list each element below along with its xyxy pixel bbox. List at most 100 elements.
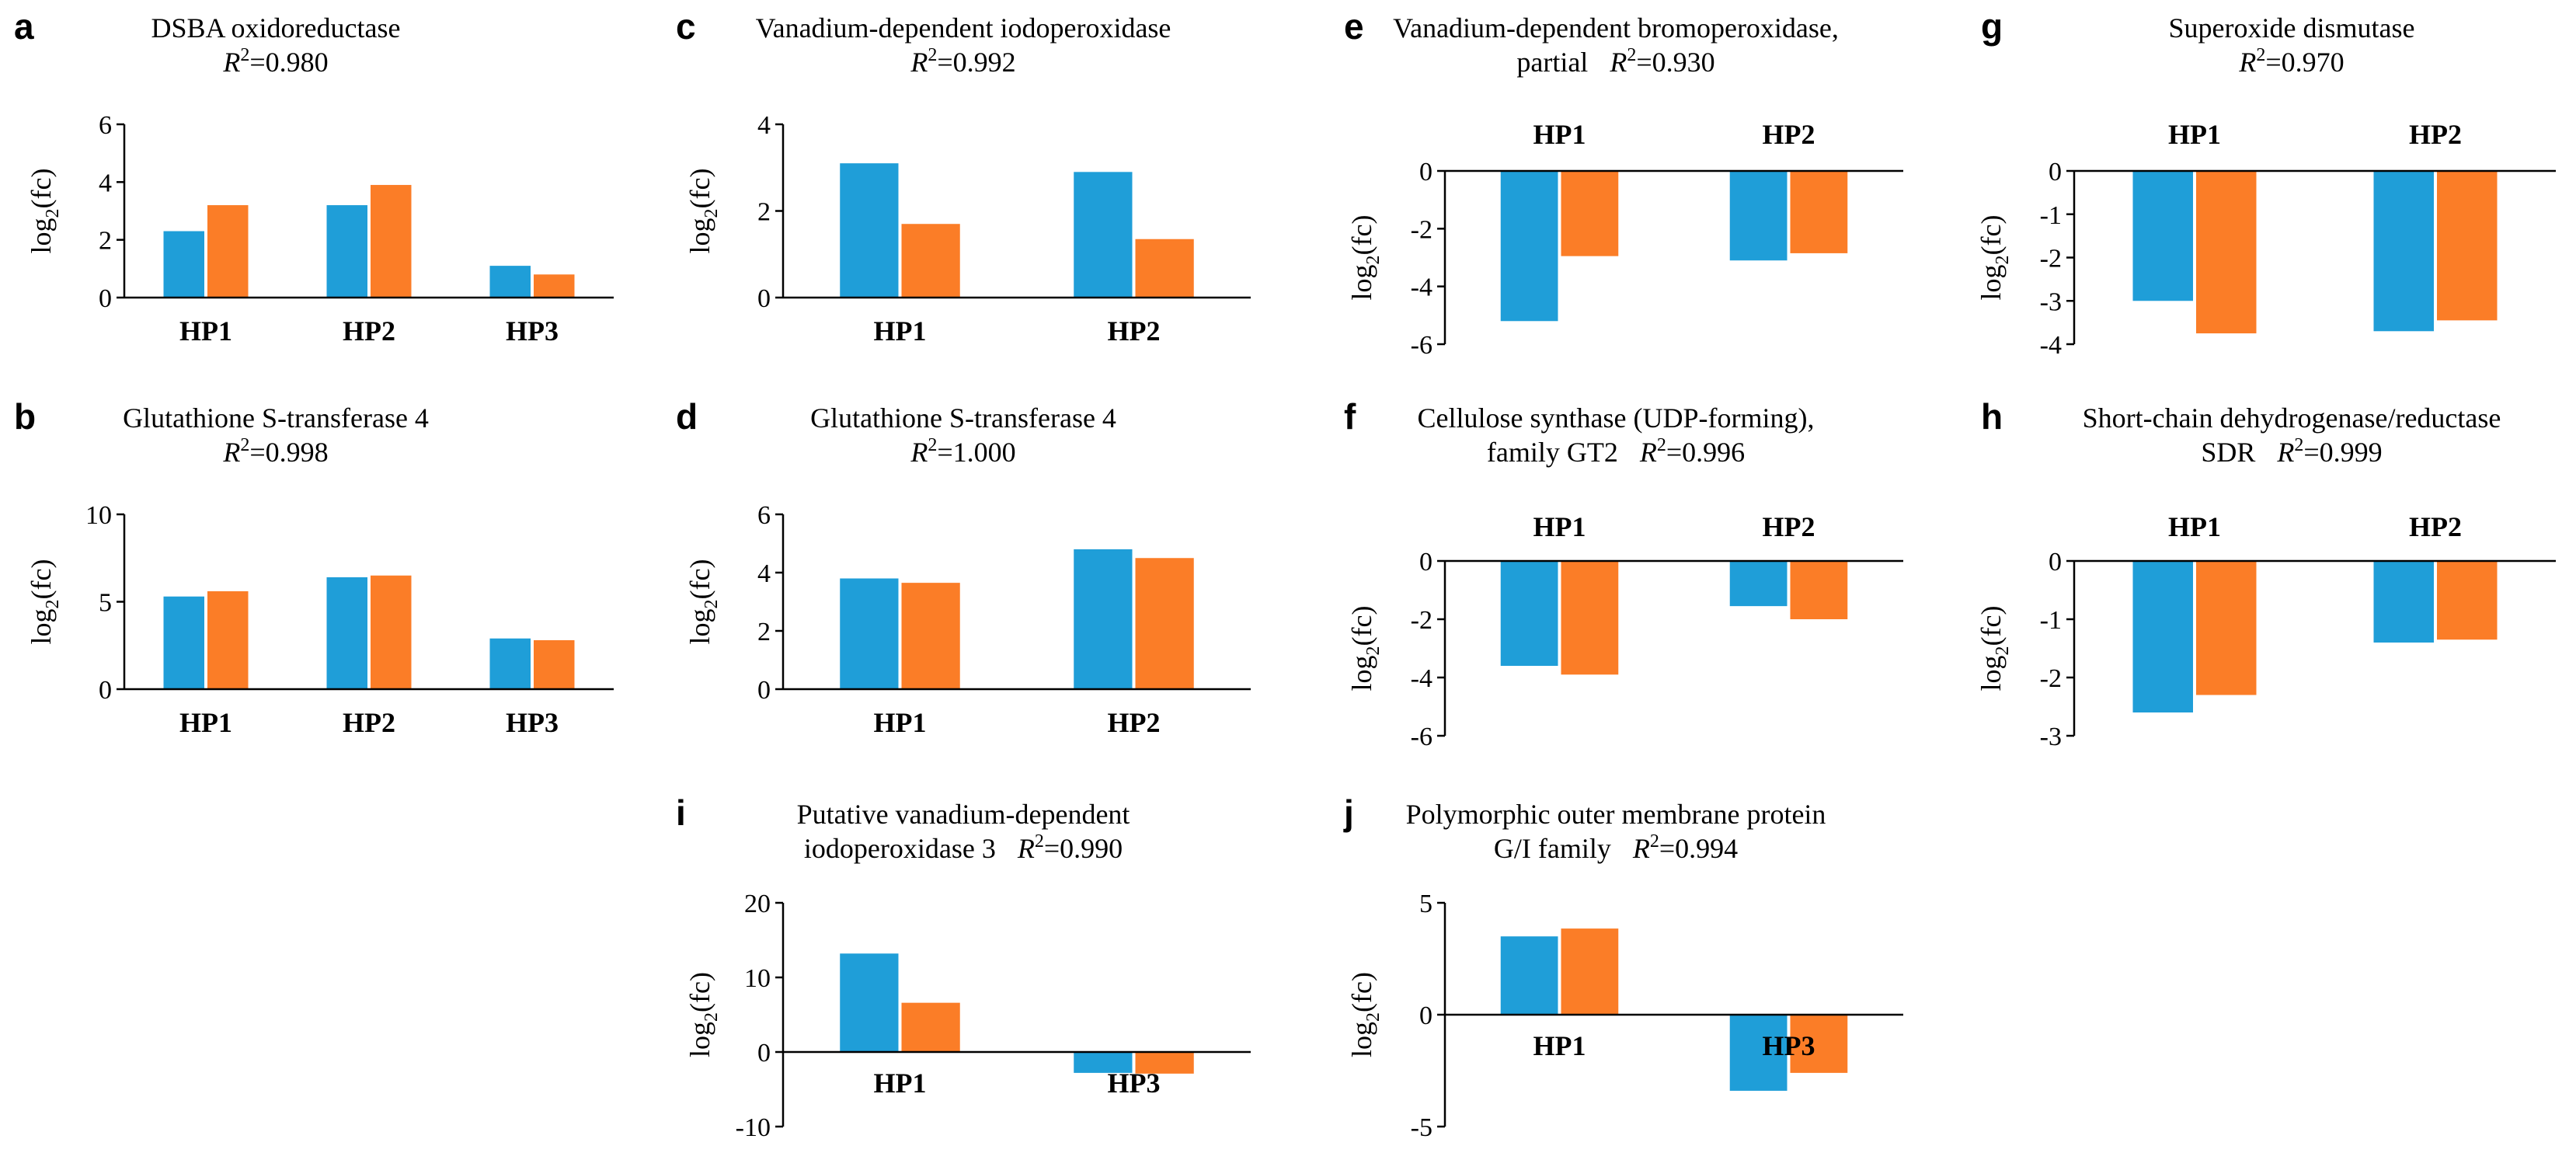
category-label: HP2	[343, 707, 395, 738]
r2-label-a: R2=0.980	[222, 45, 328, 78]
r2-value-b: =0.998	[249, 437, 328, 468]
category-label: HP2	[2409, 511, 2462, 542]
y-tick-label: 2	[99, 227, 112, 256]
y-axis-label-a: log2(fc)	[26, 169, 63, 254]
panel-title-j: Polymorphic outer membrane protein G/I fa…	[1406, 799, 1826, 864]
category-label: HP1	[2168, 511, 2221, 542]
category-label: HP1	[1533, 511, 1586, 542]
panel-title-e: Vanadium-dependent bromoperoxidase, parti…	[1393, 12, 1839, 78]
y-tick-label: -1	[2040, 606, 2062, 635]
bar-h-HP1-series-2	[2196, 561, 2257, 695]
panel-title-i: Putative vanadium-dependent iodoperoxidas…	[797, 799, 1130, 864]
r2-value-c: =0.992	[937, 47, 1015, 78]
y-tick-label: -2	[2040, 664, 2062, 693]
bar-d-HP1-series-1	[840, 578, 899, 689]
panel-c: c Vanadium-dependent iodoperoxidaseR2=0.9…	[676, 6, 1251, 347]
bar-e-HP2-series-2	[1790, 171, 1848, 253]
panel-title-b: Glutathione S-transferase 4	[123, 402, 429, 434]
panel-letter-d: d	[676, 396, 698, 437]
bar-d-HP2-series-1	[1074, 549, 1133, 689]
y-tick-label: -3	[2040, 287, 2062, 316]
y-axis-label-e: log2(fc)	[1346, 215, 1384, 301]
category-label: HP1	[1533, 1030, 1586, 1061]
bar-j-HP1-series-1	[1500, 936, 1558, 1015]
bar-e-HP1-series-2	[1561, 171, 1619, 256]
panel-title-d: Glutathione S-transferase 4	[810, 402, 1116, 434]
bar-d-HP2-series-2	[1135, 558, 1194, 689]
panel-letter-b: b	[14, 396, 36, 437]
r2-value-f: =0.996	[1666, 437, 1745, 468]
bar-i-HP1-series-2	[901, 1002, 960, 1052]
category-label: HP3	[506, 707, 559, 738]
r2-value-d: =1.000	[937, 437, 1015, 468]
bar-f-HP2-series-1	[1729, 561, 1788, 607]
y-axis-label-g: log2(fc)	[1976, 215, 2013, 301]
bar-c-HP1-series-1	[840, 163, 899, 298]
bar-g-HP2-series-2	[2437, 171, 2498, 321]
r2-value-i: =0.990	[1044, 833, 1123, 864]
r2-label-g: R2=0.970	[2238, 45, 2344, 78]
panel-f: f Cellulose synthase (UDP-forming), family…	[1344, 396, 1903, 751]
category-label: HP1	[1533, 119, 1586, 150]
bar-a-HP1-series-2	[207, 205, 249, 298]
category-label: HP1	[874, 707, 927, 738]
r2-label-b: R2=0.998	[222, 435, 328, 468]
y-tick-label: -2	[1411, 606, 1432, 635]
y-tick-label: 0	[1419, 158, 1432, 186]
category-label: HP1	[874, 1068, 927, 1099]
category-label: HP2	[1763, 511, 1815, 542]
y-tick-label: 2	[757, 198, 771, 227]
y-tick-label: 0	[757, 676, 771, 705]
panel-letter-c: c	[676, 6, 696, 47]
y-tick-label: -6	[1411, 331, 1432, 360]
y-tick-label: 6	[757, 501, 771, 530]
y-tick-label: 4	[99, 169, 112, 197]
bar-c-HP1-series-2	[901, 224, 960, 298]
y-tick-label: 10	[85, 501, 112, 530]
y-axis-label-i: log2(fc)	[684, 972, 722, 1057]
category-label: HP2	[1108, 315, 1161, 347]
y-tick-label: -4	[1411, 664, 1432, 693]
y-tick-label: 0	[1419, 1001, 1432, 1030]
bar-e-HP2-series-1	[1729, 171, 1788, 261]
bar-a-HP1-series-1	[163, 231, 204, 298]
bar-g-HP1-series-2	[2196, 171, 2257, 334]
panel-letter-i: i	[676, 792, 686, 833]
bar-c-HP2-series-1	[1074, 172, 1133, 298]
category-label: HP2	[1108, 707, 1161, 738]
bar-j-HP1-series-2	[1561, 928, 1619, 1015]
r2-value-j: =0.994	[1659, 833, 1738, 864]
panel-letter-a: a	[14, 6, 34, 47]
y-tick-label: 0	[99, 676, 112, 705]
category-label: HP1	[2168, 119, 2221, 150]
bar-b-HP3-series-2	[534, 640, 575, 689]
bar-a-HP3-series-2	[534, 274, 575, 298]
y-axis-label-b: log2(fc)	[26, 559, 63, 645]
category-label: HP3	[1763, 1030, 1815, 1061]
bar-f-HP1-series-1	[1500, 561, 1558, 666]
panel-b: b Glutathione S-transferase 4R2=0.998 0 5 10…	[14, 396, 614, 738]
category-label: HP3	[506, 315, 559, 347]
y-axis-label-d: log2(fc)	[684, 559, 722, 645]
bar-h-HP2-series-1	[2373, 561, 2434, 643]
y-tick-label: 0	[1419, 548, 1432, 576]
panel-title-c: Vanadium-dependent iodoperoxidase	[756, 12, 1171, 44]
r2-value-g: =0.970	[2265, 47, 2344, 78]
y-tick-label: 0	[757, 1039, 771, 1068]
bar-h-HP1-series-1	[2132, 561, 2193, 712]
panel-letter-e: e	[1344, 6, 1364, 47]
bar-i-HP3-series-1	[1074, 1052, 1133, 1073]
y-tick-label: 0	[2049, 158, 2062, 186]
bar-b-HP3-series-1	[489, 638, 531, 689]
category-label: HP2	[2409, 119, 2462, 150]
bar-b-HP1-series-2	[207, 591, 249, 689]
category-label: HP1	[874, 315, 927, 347]
y-tick-label: -4	[1411, 273, 1432, 302]
panel-title-g: Superoxide dismutase	[2169, 12, 2415, 44]
bar-a-HP2-series-1	[326, 205, 367, 298]
panel-title-h: Short-chain dehydrogenase/reductase SDR R2…	[2083, 402, 2501, 468]
y-tick-label: -3	[2040, 723, 2062, 751]
r2-label-d: R2=1.000	[910, 435, 1015, 468]
